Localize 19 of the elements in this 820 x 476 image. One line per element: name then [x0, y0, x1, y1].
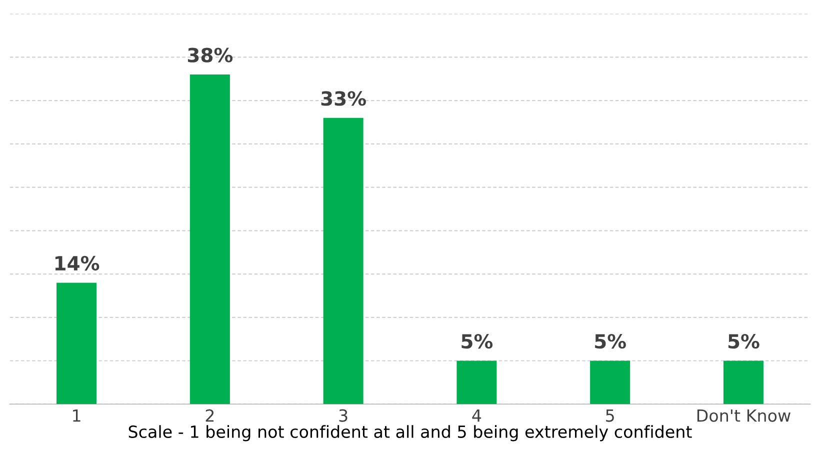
x-tick-label: 3	[339, 409, 348, 422]
data-label: 33%	[321, 91, 366, 106]
x-tick-label: 5	[606, 410, 614, 422]
data-label: 5%	[595, 334, 626, 349]
x-axis-title: Scale - 1 being not confident at all and 5 being extremely confident	[128, 425, 692, 442]
bar	[590, 360, 630, 404]
bar	[323, 118, 364, 404]
bar	[56, 282, 97, 404]
x-tick-label: 2	[206, 409, 214, 422]
bar	[190, 74, 230, 404]
x-tick-label: 1	[73, 410, 80, 422]
data-label: 38%	[188, 48, 233, 62]
x-tick-label: 4	[472, 410, 482, 422]
data-label: 5%	[462, 334, 493, 349]
bar	[723, 360, 764, 404]
bar	[456, 360, 497, 404]
data-label: 14%	[55, 256, 100, 271]
x-tick-label: Don't Know	[697, 410, 790, 422]
data-label: 5%	[728, 334, 760, 349]
